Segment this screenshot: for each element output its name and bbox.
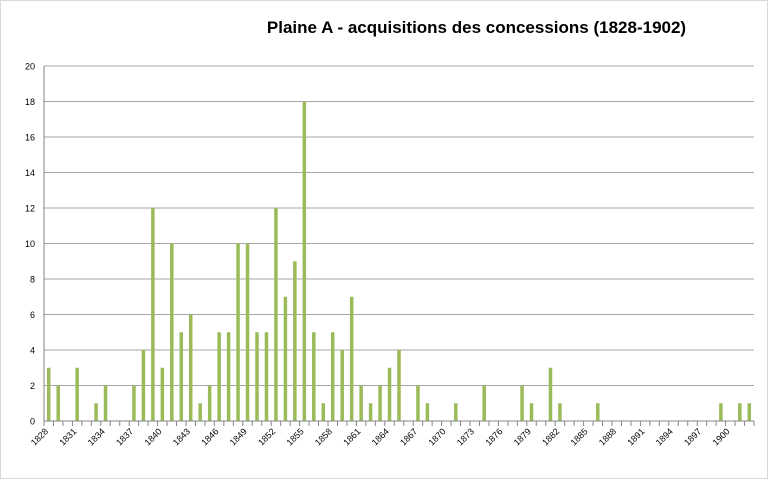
chart-title: Plaine A - acquisitions des concessions …: [266, 18, 687, 37]
x-tick-label: 1867: [398, 426, 419, 447]
bar: [454, 403, 458, 421]
bar: [387, 367, 392, 421]
bar: [160, 367, 165, 421]
x-tick-label: 1831: [57, 426, 78, 447]
bar: [359, 385, 363, 421]
bar: [293, 261, 297, 421]
bar: [482, 385, 486, 421]
y-tick-label: 8: [30, 275, 35, 285]
bar: [397, 350, 401, 421]
bar: [226, 332, 231, 421]
bar: [46, 367, 51, 421]
y-tick-label: 14: [25, 168, 35, 178]
bar: [103, 385, 108, 421]
x-tick-label: 1855: [285, 426, 306, 447]
bar: [141, 350, 146, 421]
bar: [207, 385, 212, 421]
y-tick-label: 0: [30, 417, 35, 427]
x-tick-label: 1876: [483, 426, 504, 447]
x-tick-label: 1849: [228, 426, 249, 447]
bar: [416, 385, 420, 421]
y-tick-label: 12: [25, 204, 35, 214]
x-tick-label: 1852: [256, 426, 277, 447]
bar: [378, 385, 382, 421]
bar: [198, 403, 202, 421]
y-tick-label: 16: [25, 133, 35, 143]
bar: [520, 385, 524, 421]
x-tick-label: 1846: [199, 426, 220, 447]
bar: [425, 403, 430, 421]
bar: [529, 403, 534, 421]
bar: [596, 403, 600, 421]
y-tick-label: 20: [25, 62, 35, 72]
x-tick-label: 1873: [455, 426, 476, 447]
bar: [283, 296, 288, 421]
bar: [302, 101, 307, 421]
bar: [330, 332, 335, 421]
bar: [75, 367, 79, 421]
bar: [132, 385, 136, 421]
y-tick-label: 10: [25, 239, 35, 249]
bar: [368, 403, 373, 421]
x-tick-label: 1840: [143, 426, 164, 447]
bar: [151, 208, 155, 421]
bar: [94, 403, 98, 421]
bar: [217, 332, 221, 421]
bar: [255, 332, 259, 421]
x-tick-label: 1864: [370, 426, 391, 447]
x-tick-label: 1843: [171, 426, 192, 447]
bar: [236, 243, 240, 421]
bar: [264, 332, 269, 421]
bar: [245, 243, 250, 421]
x-tick-label: 1837: [114, 426, 135, 447]
x-tick-label: 1897: [682, 426, 703, 447]
x-tick-label: 1882: [540, 426, 561, 447]
x-tick-label: 1879: [512, 426, 533, 447]
bar: [188, 314, 193, 421]
x-tick-label: 1858: [313, 426, 334, 447]
bar: [340, 350, 344, 421]
x-tick-label: 1870: [427, 426, 448, 447]
bar: [274, 208, 278, 421]
x-tick-label: 1891: [625, 426, 646, 447]
y-tick-label: 4: [30, 346, 35, 356]
x-tick-label: 1885: [569, 426, 590, 447]
y-tick-label: 2: [30, 381, 35, 391]
bar: [179, 332, 184, 421]
bar: [747, 403, 752, 421]
x-tick-label: 1900: [711, 426, 732, 447]
y-tick-label: 6: [30, 310, 35, 320]
bar: [170, 243, 174, 421]
x-tick-label: 1888: [597, 426, 618, 447]
x-tick-label: 1828: [29, 426, 50, 447]
x-tick-label: 1861: [341, 426, 362, 447]
x-tick-label: 1894: [654, 426, 675, 447]
y-tick-label: 18: [25, 97, 35, 107]
bar: [738, 403, 742, 421]
bar: [349, 296, 354, 421]
bar: [312, 332, 316, 421]
bar: [548, 367, 553, 421]
bar: [719, 403, 723, 421]
bar: [56, 385, 60, 421]
bar: [558, 403, 562, 421]
x-tick-label: 1834: [86, 426, 107, 447]
bar: [321, 403, 326, 421]
